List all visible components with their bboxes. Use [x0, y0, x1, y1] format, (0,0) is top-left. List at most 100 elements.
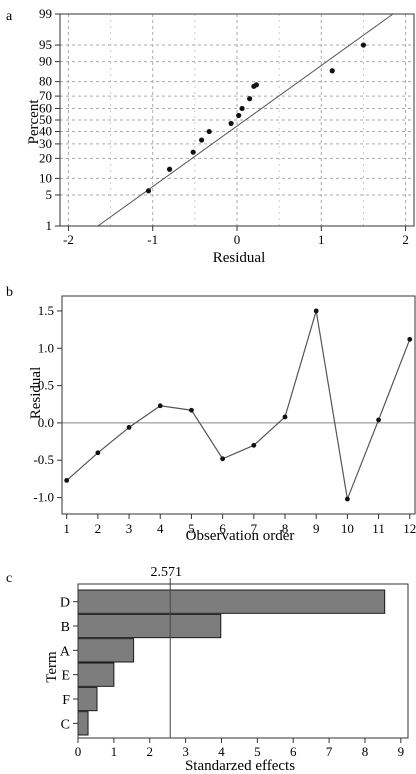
panel-b-x-tick-label: 12 — [403, 521, 416, 536]
panel-a-y-tick-label: 99 — [39, 6, 52, 21]
panel-c-bar — [77, 711, 89, 736]
panel-a-x-tick-label: -2 — [63, 232, 74, 247]
panel-a-data-point — [236, 112, 242, 119]
panel-b-data-point — [407, 336, 413, 342]
panel-a-data-point — [239, 105, 245, 112]
panel-a-data-point — [190, 149, 196, 155]
panel-b-y-tick-label: 0.5 — [38, 378, 54, 393]
panel-c-x-tick-label: 8 — [362, 744, 369, 759]
panel-b-data-point — [313, 308, 319, 314]
panel-b-x-axis-label: Observation order — [186, 528, 295, 544]
panel-b-x-tick-label: 1 — [63, 521, 70, 536]
panel-a-data-point — [360, 42, 367, 48]
panel-c-label: c — [6, 571, 12, 586]
panel-b-x-tick-label: 8 — [282, 521, 289, 536]
panel-b-x-tick-label: 4 — [157, 521, 164, 536]
panel-b-data-point — [344, 496, 350, 502]
panel-a-data-point — [253, 82, 259, 88]
panel-c-bar — [77, 638, 135, 663]
panel-a-y-tick-label: 5 — [46, 187, 53, 202]
panel-a-y-tick-label: 60 — [39, 100, 52, 115]
panel-b-label: b — [6, 285, 13, 300]
panel-b-frame — [61, 295, 416, 515]
panel-b-data-point — [251, 442, 257, 448]
panel-a-y-tick-label: 40 — [39, 124, 52, 139]
panel-a-x-tick-label: 2 — [402, 232, 409, 247]
panel-a-x-tick-label: 1 — [318, 232, 325, 247]
panel-a-y-tick-label: 95 — [39, 37, 52, 52]
panel-b-y-axis-label: Residual — [28, 367, 44, 420]
panel-c-category-label: B — [61, 620, 70, 635]
panel-c-x-tick-label: 5 — [254, 744, 261, 759]
panel-b-data-point — [157, 403, 163, 409]
panel-a-data-point — [166, 166, 173, 172]
panel-b-x-tick-label: 11 — [372, 521, 385, 536]
panel-a-data-point — [145, 188, 152, 194]
panel-c-bar — [77, 613, 222, 639]
panel-a-x-axis-label: Residual — [213, 250, 266, 266]
panel-c-category-label: C — [61, 717, 70, 732]
panel-a-grid — [60, 14, 414, 226]
panel-c-reference-label: 2.571 — [150, 565, 182, 580]
panel-c-frame — [77, 583, 409, 739]
panel-c-x-axis-label: Standarzed effects — [185, 758, 295, 774]
panel-b-y-tick-label: 0.0 — [38, 415, 54, 430]
panel-c-x-tick-label: 2 — [146, 744, 153, 759]
panel-a-data-point — [247, 96, 253, 102]
panel-c-y-axis-label: Term — [44, 651, 60, 683]
panel-a-y-tick-label: 80 — [39, 74, 52, 89]
panel-c-x-tick-label: 7 — [326, 744, 333, 759]
panel-a-x-tick-label: -1 — [147, 232, 158, 247]
panel-a-y-tick-label: 20 — [39, 150, 52, 165]
panel-b-x-tick-label: 5 — [188, 521, 195, 536]
panel-b-x-tick-label: 10 — [341, 521, 354, 536]
panel-a-y-tick-label: 10 — [39, 170, 52, 185]
panel-b-residual-order-plot: b 1 2 3 4 5 6 7 8 9 10 11 12 -1.0-0.50.00.51.01.5 O… — [6, 285, 416, 544]
panel-b-series-line — [66, 310, 411, 502]
panel-a-points — [145, 42, 367, 194]
panel-a-y-tick-label: 30 — [39, 136, 52, 151]
panel-b-points — [64, 308, 413, 502]
panel-b-data-point — [220, 456, 226, 462]
panel-c-bar — [77, 662, 115, 687]
panel-c-bar — [77, 589, 386, 614]
panel-b-data-point — [189, 407, 194, 413]
panel-b-x-tick-label: 9 — [313, 521, 320, 536]
panel-c-category-label: E — [61, 669, 70, 684]
panel-b-data-point — [126, 424, 132, 430]
panel-a-data-point — [228, 120, 234, 127]
panel-b-x-ticks: 1 2 3 4 5 6 7 8 9 10 11 12 — [63, 514, 416, 536]
panel-b-y-ticks: -1.0 -0.5 0.0 0.5 1.0 1.5 — [33, 303, 62, 505]
panel-a-x-tick-label: 0 — [234, 232, 241, 247]
panel-c-bars — [77, 589, 386, 736]
panel-b-data-point — [376, 417, 381, 423]
panel-a-data-point — [329, 68, 335, 74]
panel-b-data-point — [95, 450, 101, 456]
panel-c-x-tick-label: 9 — [398, 744, 405, 759]
panel-b-x-tick-label: 7 — [251, 521, 258, 536]
panel-b-x-tick-label: 3 — [126, 521, 133, 536]
panel-c-x-tick-label: 6 — [290, 744, 297, 759]
panel-b-y-tick-label: 1.5 — [38, 303, 54, 318]
panel-b-x-tick-label: 6 — [219, 521, 226, 536]
panel-a-y-tick-label: 50 — [39, 112, 52, 127]
panel-c-category-label: A — [60, 644, 71, 659]
panel-b-y-tick-label: 1.0 — [38, 340, 54, 355]
panel-c-category-label: D — [60, 596, 70, 611]
panel-a-y-axis-label: Percent — [26, 99, 42, 145]
panel-b-y-tick-label: -0.5 — [33, 452, 54, 467]
panel-a-data-point — [199, 137, 205, 143]
panel-c-category-label: F — [62, 693, 70, 708]
panel-c-bar — [77, 686, 98, 712]
panel-b-data-point — [282, 414, 288, 420]
panel-a-y-tick-label: 1 — [46, 218, 53, 233]
panel-c-x-tick-label: 1 — [111, 744, 118, 759]
panel-b-y-tick-label: -1.0 — [33, 490, 54, 505]
panel-c-x-tick-label: 4 — [218, 744, 225, 759]
panel-c-x-tick-label: 3 — [182, 744, 189, 759]
panel-c-x-ticks: 0 1 2 3 4 5 6 7 8 9 — [75, 738, 404, 759]
